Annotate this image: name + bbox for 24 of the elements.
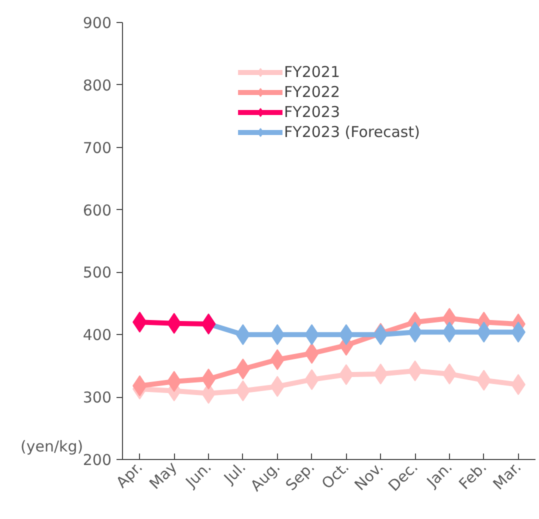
- y-tick-label: 900: [82, 14, 112, 32]
- y-tick-label: 500: [82, 264, 112, 282]
- y-tick-label: 400: [82, 326, 112, 344]
- legend-label: FY2023 (Forecast): [284, 123, 420, 141]
- x-tick-label: Mar.: [490, 458, 525, 494]
- x-tick-label: Oct.: [318, 458, 353, 493]
- legend-label: FY2021: [284, 63, 340, 81]
- y-tick-label: 800: [82, 76, 112, 94]
- x-tick-label: Dec.: [384, 458, 422, 495]
- x-tick-label: Aug.: [246, 458, 284, 495]
- y-axis-title: (yen/kg): [20, 438, 84, 456]
- x-tick-label: Jun.: [182, 458, 215, 492]
- x-tick-label: Jan.: [422, 458, 456, 492]
- x-tick-label: Sep.: [282, 458, 318, 494]
- x-tick-label: Apr.: [112, 458, 146, 492]
- x-tick-label: Nov.: [351, 458, 387, 494]
- legend-label: FY2023: [284, 103, 340, 121]
- legend-label: FY2022: [284, 83, 340, 101]
- y-tick-label: 200: [82, 451, 112, 469]
- y-tick-label: 600: [82, 201, 112, 220]
- y-tick-label: 700: [82, 138, 112, 157]
- y-tick-label: 300: [82, 388, 112, 407]
- x-tick-label: Feb.: [455, 458, 490, 494]
- x-tick-label: Jul.: [220, 458, 250, 488]
